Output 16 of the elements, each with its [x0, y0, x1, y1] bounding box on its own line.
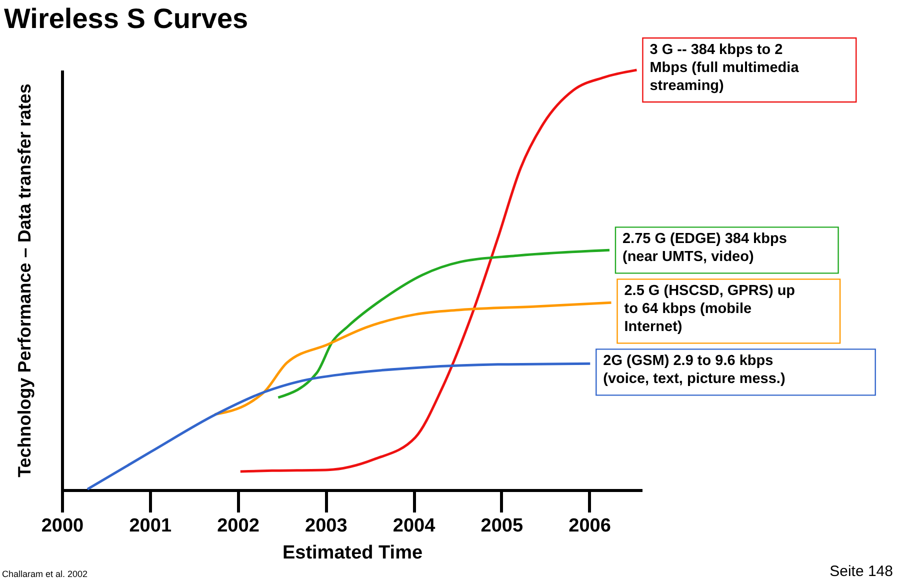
- x-tick-label: 2001: [129, 516, 172, 536]
- x-axis-title: Estimated Time: [282, 542, 423, 564]
- x-tick-label: 2004: [392, 516, 436, 536]
- x-tick-label: 2000: [41, 516, 84, 536]
- text: Challaram et al. 2002: [2, 569, 88, 579]
- y-axis-title: Technology Performance – Data transfer rates: [14, 84, 34, 478]
- series-label: 2.5 G (HSCSD, GPRS) up to 64 kbps (mobile Internet): [624, 283, 796, 336]
- series-label: 2.75 G (EDGE) 384 kbps (near UMTS, video): [622, 231, 787, 266]
- series-label: 2G (GSM) 2.9 to 9.6 kbps (voice, text, picture mess.): [603, 353, 786, 388]
- series-label: 3 G -- 384 kbps to 2 Mbps (full multimedia streaming): [650, 42, 800, 94]
- x-tick-label: 2002: [217, 516, 260, 536]
- chart-title: Wireless S Curves: [4, 3, 248, 34]
- x-tick-label: 2006: [568, 516, 611, 536]
- x-tick-label: 2005: [480, 516, 524, 536]
- x-tick-label: 2003: [304, 516, 348, 536]
- text: Seite 148: [830, 563, 893, 580]
